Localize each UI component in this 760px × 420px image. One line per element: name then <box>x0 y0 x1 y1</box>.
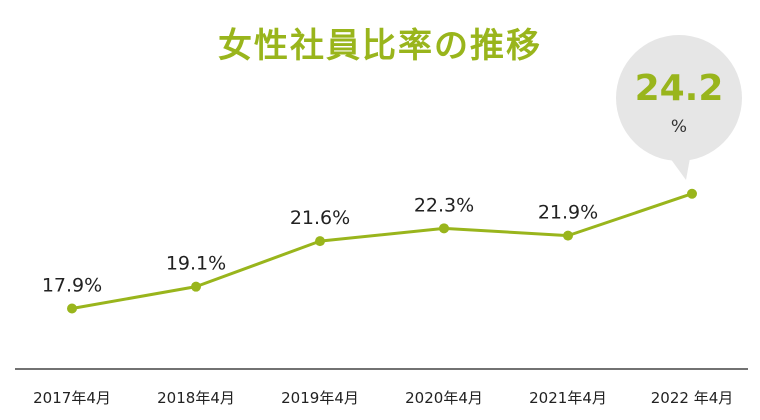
callout-value: 24.2 <box>635 68 724 109</box>
data-label-1: 17.9% <box>42 275 102 297</box>
data-point-4 <box>439 223 449 234</box>
callout-circle <box>616 35 742 161</box>
data-label-3: 21.6% <box>290 207 350 229</box>
callout-unit: % <box>671 117 687 137</box>
data-point-3 <box>315 236 325 247</box>
data-points <box>67 188 697 314</box>
x-tick-label-6: 2022 年4月 <box>651 389 734 407</box>
data-point-2 <box>191 281 201 292</box>
x-tick-labels: 2017年4月 2018年4月 2019年4月 2020年4月 2021年4月 2022 … <box>33 389 733 407</box>
x-tick-label-5: 2021年4月 <box>529 389 607 407</box>
x-tick-label-2: 2018年4月 <box>157 389 235 407</box>
data-point-6 <box>687 188 697 199</box>
data-label-4: 22.3% <box>414 194 474 216</box>
data-point-5 <box>563 230 573 241</box>
x-tick-label-1: 2017年4月 <box>33 389 111 407</box>
data-label-2: 19.1% <box>166 253 226 275</box>
series-line <box>71 192 693 310</box>
callout-tail <box>670 158 690 180</box>
chart-title: 女性社員比率の推移 <box>218 26 542 66</box>
data-labels: 17.9% 19.1% 21.6% 22.3% 21.9% <box>42 194 598 296</box>
data-label-5: 21.9% <box>538 202 598 224</box>
data-point-1 <box>67 303 77 314</box>
callout-bubble: 24.2 % <box>616 35 742 180</box>
x-tick-label-4: 2020年4月 <box>405 389 483 407</box>
x-tick-label-3: 2019年4月 <box>281 389 359 407</box>
